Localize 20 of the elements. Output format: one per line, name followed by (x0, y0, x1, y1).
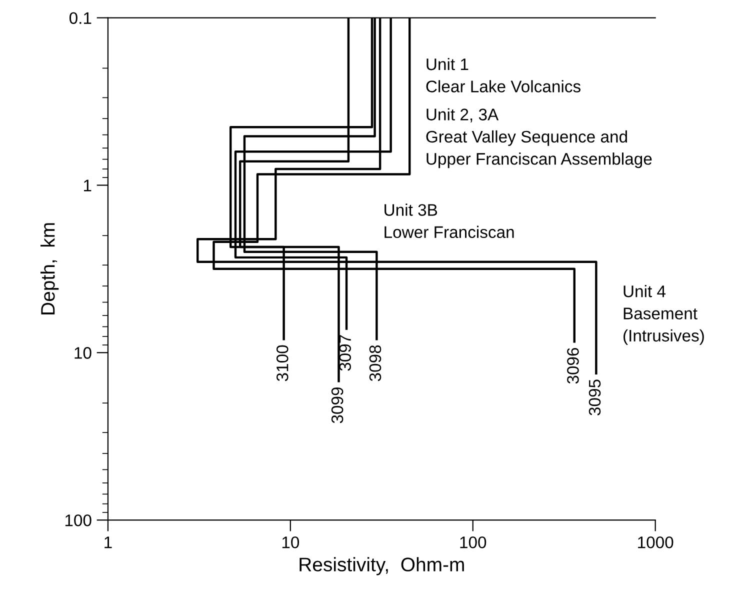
y-tick-label: 0.1 (69, 12, 92, 24)
annotation: Unit 1 Clear Lake Volcanics (426, 58, 580, 92)
annotation: Unit 4 Basement (Intrusives) (624, 285, 704, 345)
x-axis-title: Resistivity, Ohm-m (300, 557, 464, 576)
annotation: Unit 2, 3A Great Valley Sequence and Upper Franciscan Assemblage (426, 108, 652, 168)
y-axis-title: Depth, km (40, 223, 59, 314)
x-tick-label: 1000 (638, 536, 674, 548)
x-tick-label: 10 (282, 536, 300, 548)
y-tick-label: 100 (65, 514, 92, 526)
y-tick-label: 10 (74, 347, 92, 359)
annotation: Unit 3B Lower Franciscan (384, 204, 514, 238)
text: 3099 (331, 387, 344, 424)
y-tick-label: 1 (84, 180, 92, 192)
text: 3097 (339, 335, 352, 371)
x-tick-label: 100 (460, 536, 486, 548)
text: 3096 (567, 348, 579, 384)
text: 3098 (369, 345, 382, 382)
text: 3100 (276, 345, 288, 382)
x-tick-label: 1 (104, 536, 112, 548)
text: 3095 (588, 380, 601, 416)
